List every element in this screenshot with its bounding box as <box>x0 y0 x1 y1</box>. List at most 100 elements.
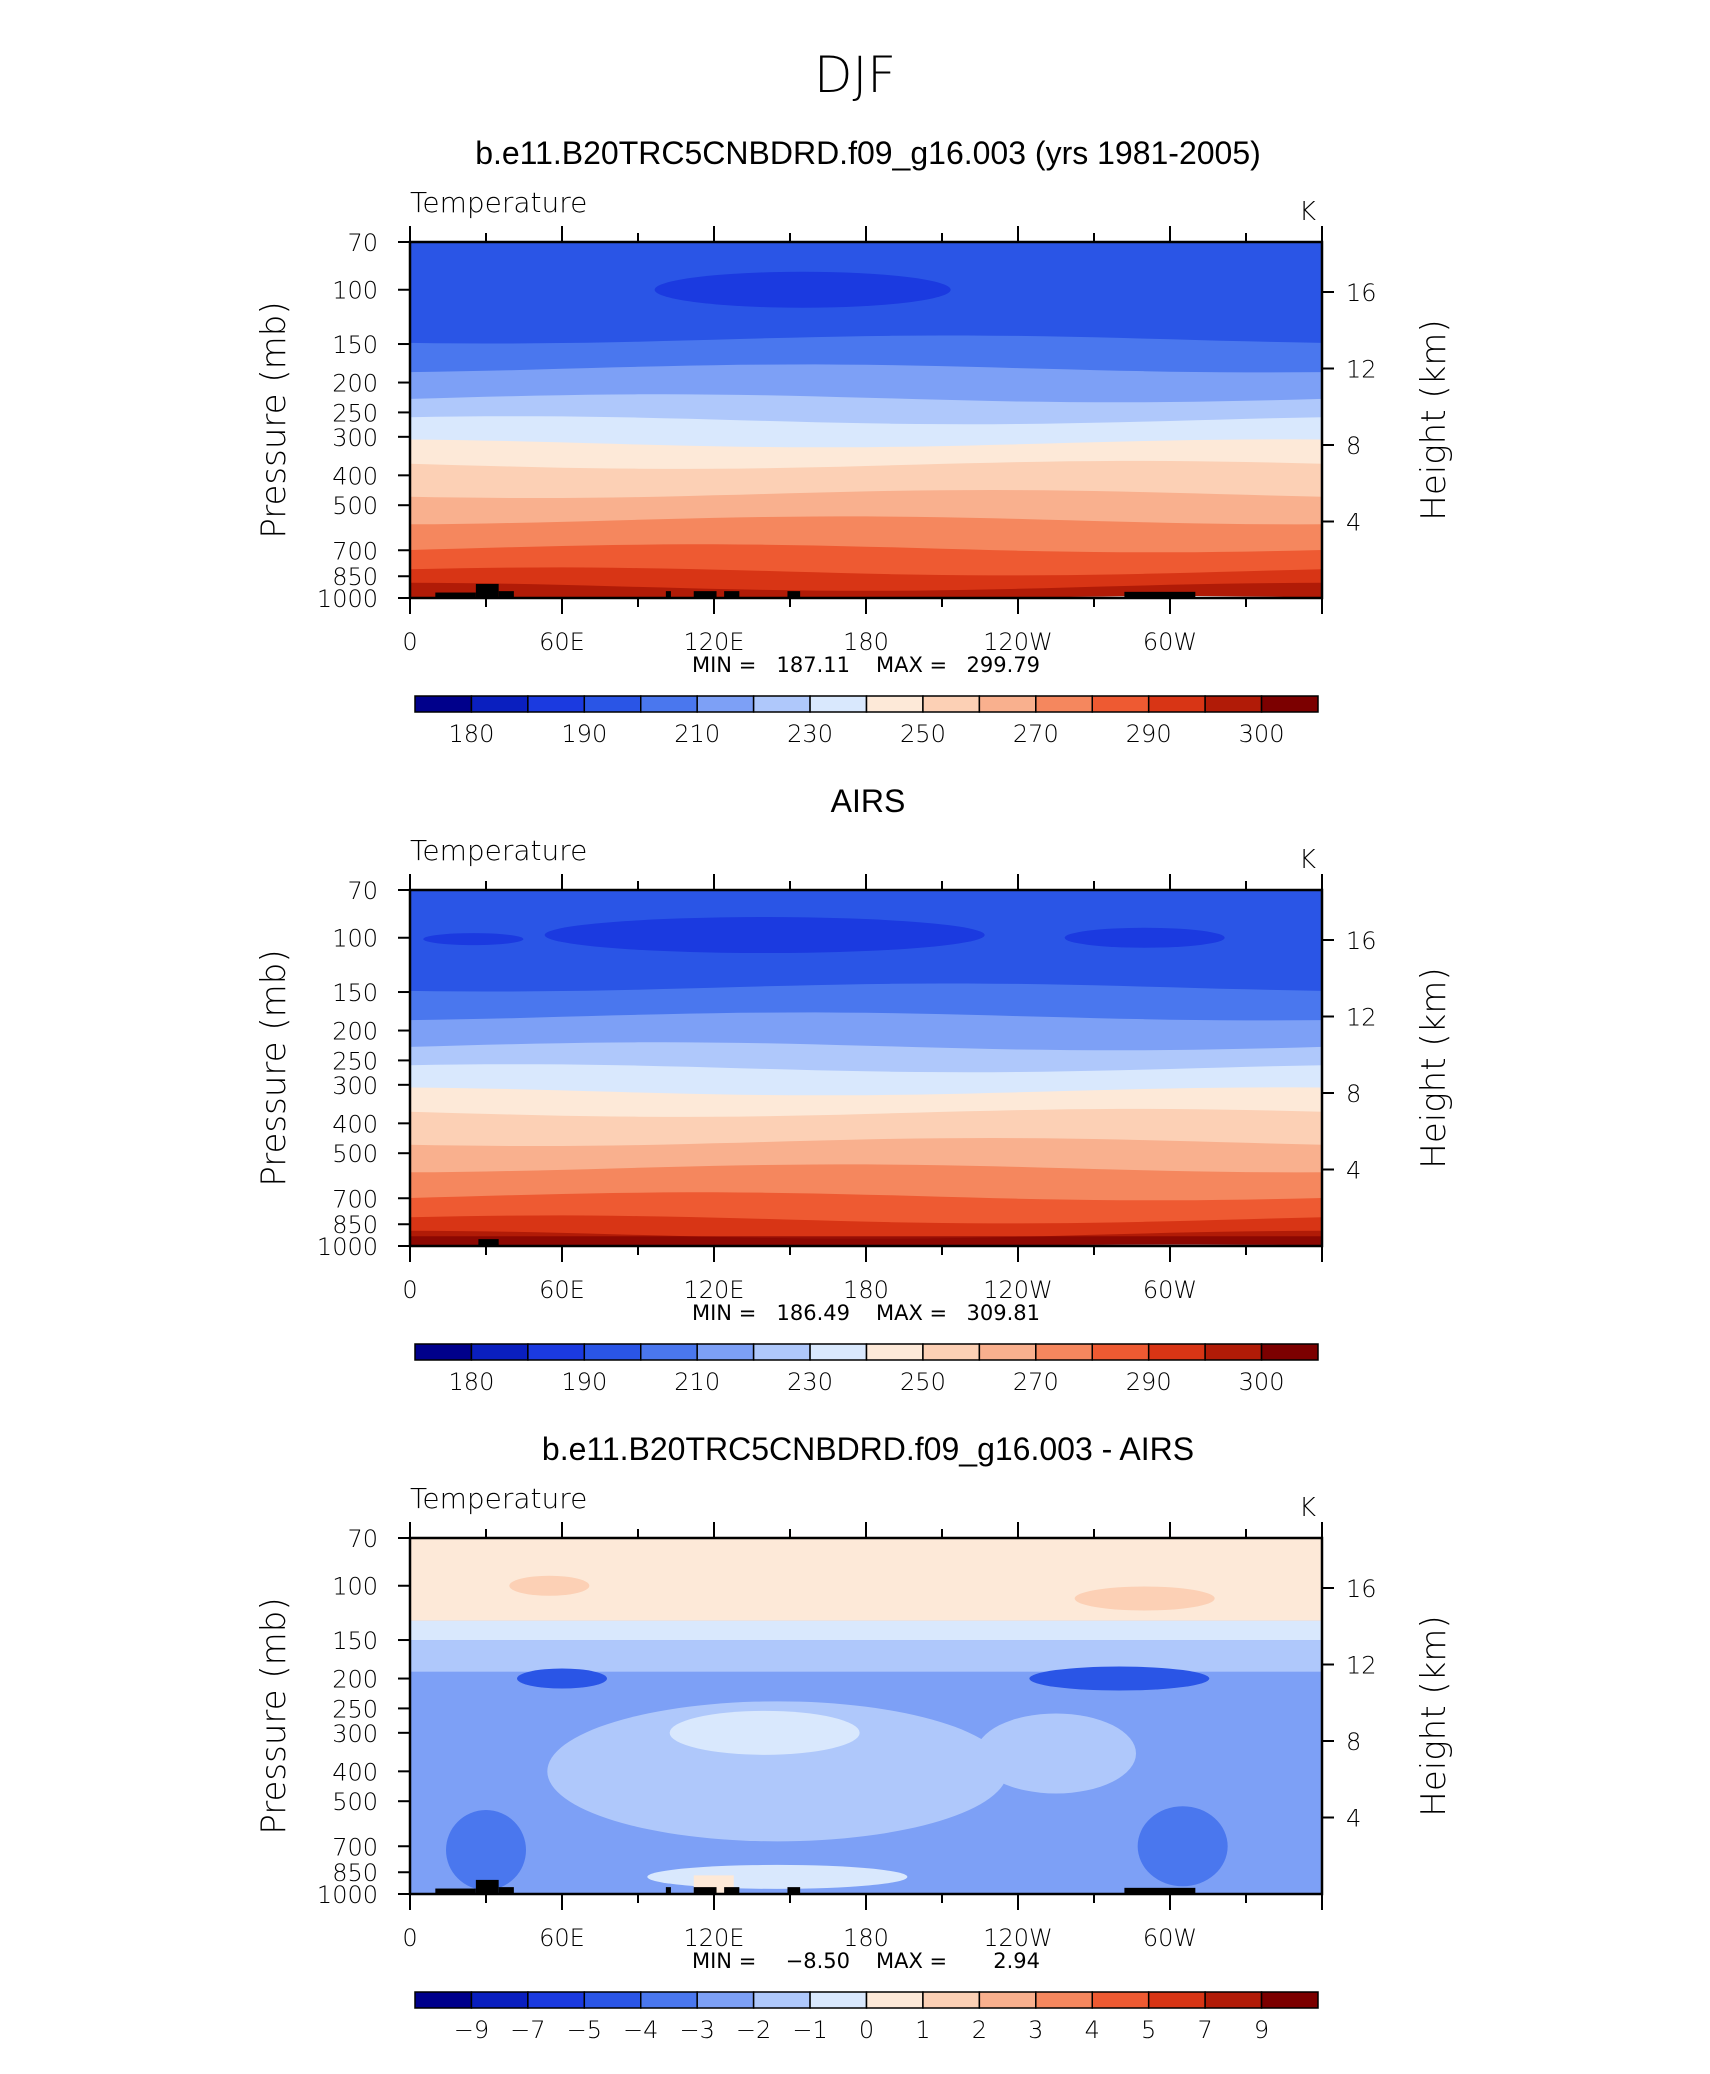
topography <box>693 591 717 598</box>
colorbar-box <box>696 1991 755 2009</box>
topography <box>693 1887 717 1894</box>
colorbar-box <box>527 1991 586 2009</box>
colorbar-box <box>1035 1343 1093 1361</box>
y-tick-label: 1000 <box>317 585 378 613</box>
colorbar-box <box>978 1991 1037 2009</box>
y2-tick-label: 12 <box>1346 1652 1377 1680</box>
colorbar-label: 180 <box>449 720 495 748</box>
colorbar-box <box>640 695 698 713</box>
contour-band <box>410 416 1322 450</box>
colorbar-label: −4 <box>623 2016 658 2044</box>
colorbar-box <box>1147 1991 1206 2009</box>
colorbar: −9 −7 −5 −4 −3 −2 −1 0 1 2 3 4 5 7 9 <box>414 1991 1319 2044</box>
contour-band <box>410 1620 1322 1641</box>
y-axis-label: Pressure (mb) <box>254 301 294 538</box>
contour-blob <box>669 1710 860 1755</box>
colorbar-box <box>414 1991 473 2009</box>
x-tick-label: 180 <box>843 1276 889 1304</box>
colorbar-box <box>1260 1343 1319 1361</box>
colorbar: 180 190 210 230 250 270 290 300 <box>414 695 1319 748</box>
topography <box>787 591 801 598</box>
colorbar-box <box>527 1343 586 1361</box>
panel-title: AIRS <box>831 783 906 819</box>
colorbar-label: 190 <box>561 720 607 748</box>
colorbar-label: 210 <box>674 1368 720 1396</box>
x-tick-label: 0 <box>402 1276 417 1304</box>
colorbar-label: 7 <box>1197 2016 1212 2044</box>
x-tick-label: 60E <box>539 1276 585 1304</box>
y-tick-label: 100 <box>332 277 378 305</box>
colorbar-box <box>922 1343 981 1361</box>
x-tick-label: 180 <box>843 628 889 656</box>
x-tick-label: 60W <box>1143 628 1197 656</box>
colorbar-box <box>1091 695 1150 713</box>
colorbar-box <box>752 1991 811 2009</box>
contour-blob <box>1074 1586 1215 1611</box>
x-tick-label: 60E <box>539 628 585 656</box>
y2-axis-label: Height (km) <box>1414 1615 1454 1816</box>
topography <box>475 583 499 598</box>
colorbar-box <box>640 1343 698 1361</box>
colorbar-box <box>583 1343 642 1361</box>
y-tick-label: 850 <box>332 1859 378 1887</box>
plot-area <box>410 1538 1322 1894</box>
contour-band <box>410 1138 1322 1175</box>
colorbar-box <box>809 695 868 713</box>
topography <box>475 1879 499 1894</box>
colorbar-label: 5 <box>1141 2016 1156 2044</box>
y-axis-label: Pressure (mb) <box>254 1597 294 1834</box>
colorbar-box <box>978 695 1037 713</box>
units-label: K <box>1299 197 1316 227</box>
max-value: 299.79 <box>967 653 1040 677</box>
contour-blob <box>976 1713 1136 1794</box>
contour-band <box>410 460 1322 500</box>
y-tick-label: 500 <box>332 1140 378 1168</box>
colorbar-label: −9 <box>454 2016 489 2044</box>
contour-blob <box>547 1701 1008 1842</box>
topography <box>665 1887 671 1894</box>
contour-blob <box>647 1864 908 1889</box>
y-tick-label: 250 <box>332 1047 378 1075</box>
y2-tick-label: 16 <box>1346 279 1377 307</box>
topography <box>435 1888 476 1894</box>
contour-blob <box>517 1668 607 1689</box>
variable-label: Temperature <box>410 186 587 219</box>
y-tick-label: 700 <box>332 537 378 565</box>
x-tick-label: 0 <box>402 1924 417 1952</box>
y-tick-label: 500 <box>332 492 378 520</box>
y-tick-label: 1000 <box>317 1233 378 1261</box>
colorbar-box <box>696 1343 755 1361</box>
y2-tick-label: 4 <box>1346 1157 1361 1185</box>
contour-band <box>410 1108 1322 1148</box>
colorbar-label: 190 <box>561 1368 607 1396</box>
variable-label: Temperature <box>410 1482 587 1515</box>
colorbar-label: −1 <box>792 2016 827 2044</box>
panel-title: b.e11.B20TRC5CNBDRD.f09_g16.003 - AIRS <box>542 1431 1194 1467</box>
min-label: MIN = <box>692 653 756 677</box>
colorbar-label: 250 <box>900 720 946 748</box>
colorbar-box <box>527 695 586 713</box>
y2-tick-label: 12 <box>1346 356 1377 384</box>
colorbar-label: 2 <box>972 2016 987 2044</box>
cold-core <box>1064 927 1225 948</box>
contour-band <box>410 1640 1322 1672</box>
y-tick-label: 1000 <box>317 1881 378 1909</box>
colorbar-box <box>1147 1343 1206 1361</box>
colorbar-box <box>1204 695 1263 713</box>
colorbar-box <box>978 1343 1037 1361</box>
plot-area <box>410 890 1322 1246</box>
colorbar-box <box>414 1343 473 1361</box>
contour-blob <box>1029 1666 1210 1691</box>
y-tick-label: 70 <box>347 229 378 257</box>
topography <box>1124 591 1196 598</box>
x-tick-label: 180 <box>843 1924 889 1952</box>
contour-blob <box>509 1575 590 1596</box>
min-label: MIN = <box>692 1301 756 1325</box>
y2-axis-label: Height (km) <box>1414 319 1454 520</box>
y2-tick-label: 8 <box>1346 432 1361 460</box>
colorbar-box <box>809 1991 868 2009</box>
y-tick-label: 250 <box>332 1695 378 1723</box>
cold-core <box>544 917 985 954</box>
x-tick-label: 60W <box>1143 1924 1197 1952</box>
